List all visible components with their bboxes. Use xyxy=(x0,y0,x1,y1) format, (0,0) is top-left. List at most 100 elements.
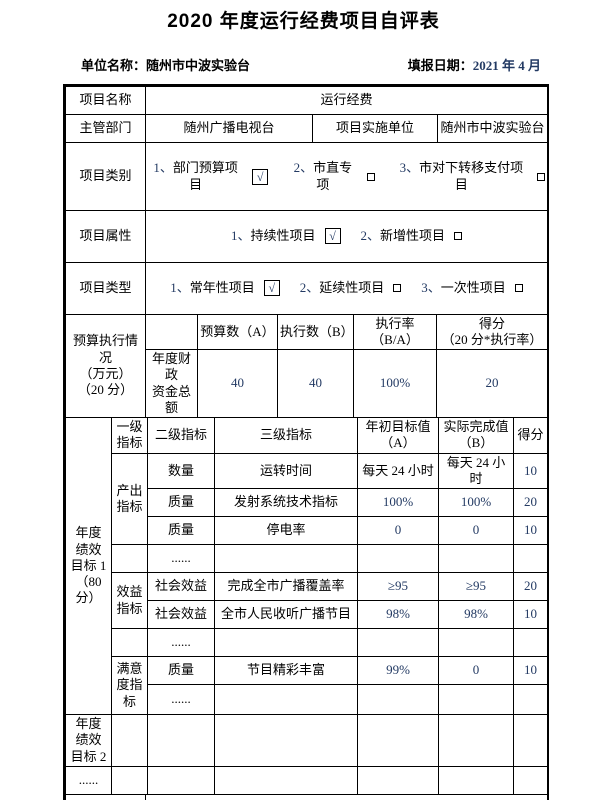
cell-empty xyxy=(111,765,148,795)
cell-empty xyxy=(357,628,439,657)
cell-empty xyxy=(147,714,215,767)
attribute-options: 1、持续性项目 √ 2、新增性项目 xyxy=(144,210,549,263)
cell-score: 10 xyxy=(513,516,548,545)
cell-empty xyxy=(111,544,148,573)
budget-value: 40 xyxy=(197,349,278,418)
table-row: 预算执行情况 （万元） （20 分） 预算数（A） 执行数（B） 执行率（B/A… xyxy=(65,313,548,418)
cell-actual: 98% xyxy=(438,600,514,629)
form-meta: 单位名称：随州市中波实验台 填报日期：2021 年 4 月 xyxy=(63,55,547,74)
indicator-row: 社会效益 全市人民收听广播节目 98% 98% 10 xyxy=(66,600,548,629)
checkbox-unchecked-icon[interactable] xyxy=(514,284,523,293)
cell-empty xyxy=(214,765,358,795)
dots-row: ...... xyxy=(66,628,548,657)
table-row: 项目类别 1、部门预算项目 √ 2、市直专项 3、市对下转移支付项目 xyxy=(65,142,549,211)
option-number: 2、 xyxy=(293,160,314,176)
header-score: 得分 xyxy=(513,417,548,454)
project-name-label: 项目名称 xyxy=(65,86,146,115)
unit-name-value: 随州市中波实验台 xyxy=(146,58,251,73)
cell-actual: 100% xyxy=(438,488,514,517)
cell-empty xyxy=(513,765,548,795)
evaluation-form-table: 项目名称 运行经费 主管部门 随州广播电视台 项目实施单位 随州市中波实验台 项… xyxy=(63,84,549,800)
dots-row: ...... xyxy=(66,684,548,715)
budget-col-score: 得分 （20 分*执行率） xyxy=(436,313,548,350)
option-number: 1、 xyxy=(153,160,173,176)
indicator-header-row: 年度 绩效 目标 1 （80 分） 一级 指标 二级指标 三级指标 年初目标值 … xyxy=(65,417,548,715)
dots-cell: ...... xyxy=(147,628,215,657)
type-label: 项目类型 xyxy=(65,261,146,315)
cell-target: ≥95 xyxy=(357,572,439,601)
category-option-1: 1、部门预算项目 √ xyxy=(148,160,268,193)
type-option-3: 3、一次性项目 xyxy=(421,280,523,296)
cell-level3: 运转时间 xyxy=(214,452,358,489)
goal1-label: 年度 绩效 目标 1 （80 分） xyxy=(65,417,112,715)
table-row: 总分 100 xyxy=(65,793,548,800)
fill-date: 填报日期：2021 年 4 月 xyxy=(408,55,541,74)
cell-target: 98% xyxy=(357,600,439,629)
table-row: 项目属性 1、持续性项目 √ 2、新增性项目 xyxy=(65,210,549,263)
cell-empty xyxy=(357,765,439,795)
cell-empty xyxy=(513,714,548,767)
goal2-label: 年度 绩效 目标 2 xyxy=(65,714,112,767)
cell-level2: 质量 xyxy=(147,488,215,517)
cell-empty xyxy=(357,684,439,715)
checkbox-checked-icon[interactable]: √ xyxy=(263,280,280,297)
total-score-section: 总分 100 xyxy=(65,793,548,800)
option-label: 市直专项 xyxy=(313,160,353,192)
cell-empty xyxy=(214,628,358,657)
indicator-row: 质量 停电率 0 0 10 xyxy=(66,516,548,545)
cell-empty xyxy=(513,684,548,715)
budget-empty-cell xyxy=(145,313,198,350)
dots-cell: ...... xyxy=(147,684,215,715)
table-row: 年度财政 资金总额 40 40 100% 20 xyxy=(66,349,548,418)
cell-score: 10 xyxy=(513,656,548,685)
option-number: 2、 xyxy=(360,228,381,244)
checkbox-unchecked-icon[interactable] xyxy=(393,284,402,293)
total-score-value: 100 xyxy=(145,793,548,800)
cell-empty xyxy=(214,544,358,573)
attribute-label: 项目属性 xyxy=(65,210,146,263)
checkbox-unchecked-icon[interactable] xyxy=(366,172,375,181)
cell-empty xyxy=(438,628,514,657)
fill-date-label: 填报日期： xyxy=(407,58,473,73)
cell-level2: 社会效益 xyxy=(147,600,215,629)
cell-score: 10 xyxy=(513,452,548,489)
category-label: 项目类别 xyxy=(65,142,146,211)
score-value: 20 xyxy=(436,349,548,418)
cell-empty xyxy=(438,684,514,715)
checkbox-unchecked-icon[interactable] xyxy=(454,232,463,241)
checkbox-checked-icon[interactable]: √ xyxy=(252,168,268,185)
budget-col-exec: 执行数（B） xyxy=(277,313,354,350)
indicator-row: 效益 指标 社会效益 完成全市广播覆盖率 ≥95 ≥95 20 xyxy=(66,572,548,629)
option-label: 常年性项目 xyxy=(189,280,255,295)
cell-actual: 0 xyxy=(438,516,514,545)
cell-target: 100% xyxy=(357,488,439,517)
header-level3: 三级指标 xyxy=(214,417,358,454)
cell-level2: 质量 xyxy=(147,656,215,685)
type-option-2: 2、延续性项目 xyxy=(300,280,402,296)
cell-actual: 每天 24 小时 xyxy=(438,452,514,489)
checkbox-unchecked-icon[interactable] xyxy=(537,172,546,181)
option-number: 3、 xyxy=(421,280,441,295)
cell-score: 10 xyxy=(513,600,548,629)
header-level2: 二级指标 xyxy=(147,417,215,454)
budget-row-label: 年度财政 资金总额 xyxy=(145,349,198,418)
dots-row: ...... xyxy=(66,544,548,573)
budget-section-label: 预算执行情况 （万元） （20 分） xyxy=(65,313,146,418)
cell-empty xyxy=(438,714,514,767)
group-satisfaction-label: 满意 度指 标 xyxy=(111,656,148,715)
cell-empty xyxy=(147,765,215,795)
cell-level3: 节目精彩丰富 xyxy=(214,656,358,685)
category-options: 1、部门预算项目 √ 2、市直专项 3、市对下转移支付项目 xyxy=(144,142,549,211)
attribute-option-1: 1、持续性项目 √ xyxy=(230,228,341,245)
option-number: 1、 xyxy=(230,228,251,244)
cell-target: 每天 24 小时 xyxy=(357,452,439,489)
page-title: 2020 年度运行经费项目自评表 xyxy=(167,11,440,32)
cell-empty xyxy=(438,544,514,573)
type-options: 1、常年性项目 √ 2、延续性项目 3、一次性项目 xyxy=(144,261,549,315)
checkbox-checked-icon[interactable]: √ xyxy=(324,228,341,245)
cell-actual: 0 xyxy=(438,656,514,685)
cell-level2: 社会效益 xyxy=(147,572,215,601)
header-actual: 实际完成值 （B） xyxy=(438,417,514,454)
option-number: 3、 xyxy=(399,160,420,176)
